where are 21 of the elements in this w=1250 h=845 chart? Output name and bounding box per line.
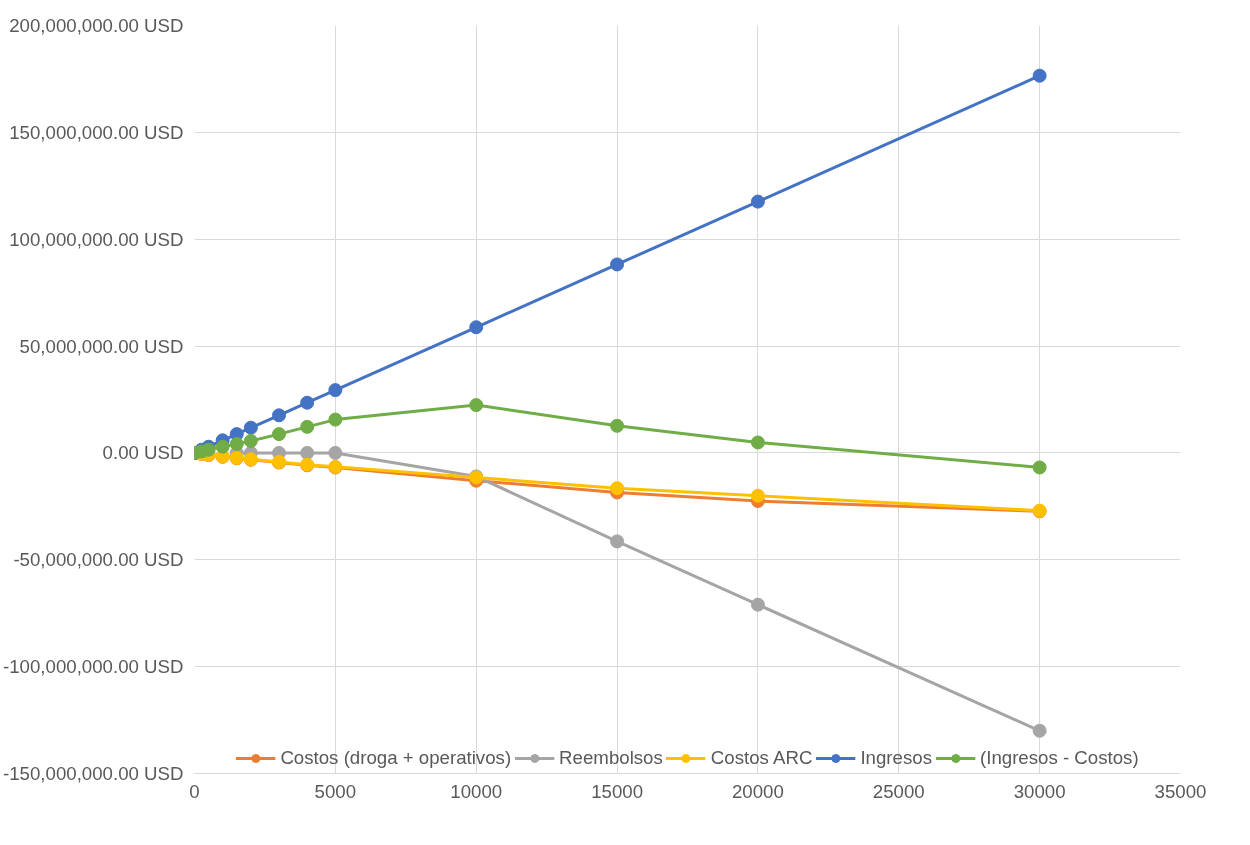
legend-label: Reembolsos bbox=[559, 747, 663, 769]
legend-label: Ingresos bbox=[860, 747, 932, 769]
x-tick-label: 10000 bbox=[450, 780, 503, 802]
x-tick-label: 25000 bbox=[872, 780, 925, 802]
x-tick-label: 20000 bbox=[731, 780, 784, 802]
x-tick-label: 30000 bbox=[1013, 780, 1066, 802]
y-tick-label: 0.00 USD bbox=[102, 442, 184, 464]
y-tick-label: 100,000,000.00 USD bbox=[9, 228, 184, 250]
legend-label: (Ingresos - Costos) bbox=[979, 747, 1139, 769]
x-tick-label: 0 bbox=[189, 780, 200, 802]
legend-label: Costos (droga + operativos) bbox=[280, 747, 512, 769]
x-tick-label: 15000 bbox=[591, 780, 644, 802]
legend-label: Costos ARC bbox=[710, 747, 813, 769]
y-tick-label: 150,000,000.00 USD bbox=[9, 121, 184, 143]
x-tick-label: 35000 bbox=[1154, 780, 1207, 802]
y-tick-label: -50,000,000.00 USD bbox=[13, 549, 184, 571]
y-tick-label: -100,000,000.00 USD bbox=[3, 656, 184, 678]
y-tick-label: 200,000,000.00 USD bbox=[9, 15, 184, 36]
x-tick-label: 5000 bbox=[314, 780, 357, 802]
y-tick-label: 50,000,000.00 USD bbox=[19, 335, 184, 357]
y-tick-label: -150,000,000.00 USD bbox=[3, 763, 184, 784]
